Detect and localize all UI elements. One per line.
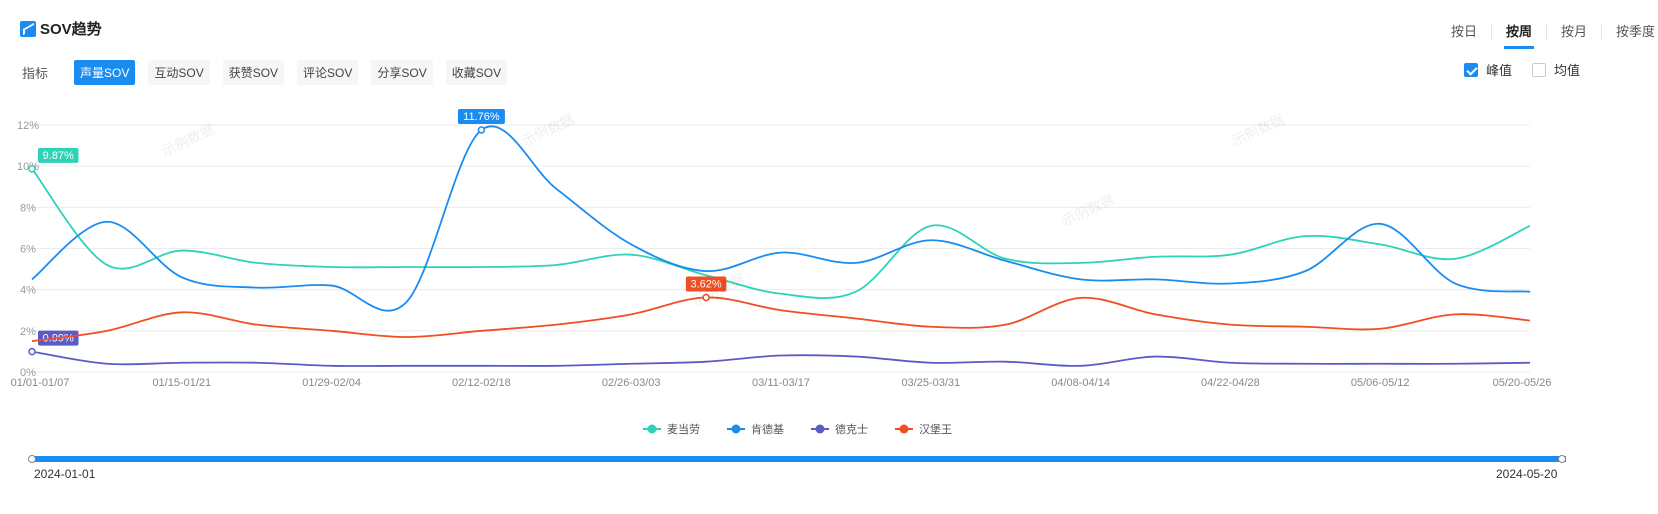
slider-end-date: 2024-05-20 bbox=[1496, 467, 1558, 481]
legend-label: 德克士 bbox=[835, 422, 868, 436]
chart-title: SOV趋势 bbox=[20, 18, 102, 39]
peak-label: 3.62% bbox=[690, 278, 721, 290]
x-tick-label: 01/15-01/21 bbox=[152, 377, 211, 389]
metric-likes-sov[interactable]: 获赞SOV bbox=[222, 60, 285, 85]
x-tick-label: 05/06-05/12 bbox=[1351, 377, 1410, 389]
peak-label: 9.87% bbox=[43, 150, 74, 162]
peak-label-bg bbox=[38, 147, 79, 163]
metric-favorites-sov[interactable]: 收藏SOV bbox=[445, 60, 508, 85]
metric-selector: 指标 声量SOV 互动SOV 获赞SOV 评论SOV 分享SOV 收藏SOV bbox=[22, 60, 520, 85]
metric-label: 指标 bbox=[22, 66, 49, 81]
date-range-slider[interactable] bbox=[32, 456, 1566, 462]
peak-point bbox=[28, 165, 36, 173]
trend-chart-icon bbox=[20, 20, 36, 37]
x-tick-label: 03/11-03/17 bbox=[752, 377, 810, 389]
x-tick-label: 01/29-02/04 bbox=[302, 377, 361, 389]
peak-checkbox[interactable] bbox=[1464, 62, 1478, 77]
metric-comments-sov[interactable]: 评论SOV bbox=[297, 60, 359, 85]
slider-start-handle[interactable] bbox=[28, 455, 36, 463]
tab-week[interactable]: 按周 bbox=[1492, 24, 1547, 49]
series-line-麦当劳 bbox=[31, 168, 1531, 300]
peak-point bbox=[477, 126, 486, 134]
peak-label: 峰值 bbox=[1486, 63, 1513, 78]
legend-marker bbox=[647, 424, 657, 434]
tab-day[interactable]: 按日 bbox=[1437, 24, 1492, 40]
y-tick-label: 12% bbox=[17, 120, 39, 132]
x-tick-label: 04/22-04/28 bbox=[1201, 377, 1260, 389]
y-tick-label: 0% bbox=[20, 367, 36, 379]
slider-start-date: 2024-01-01 bbox=[34, 467, 96, 481]
tab-quarter[interactable]: 按季度 bbox=[1602, 24, 1658, 40]
x-tick-label: 03/25-03/31 bbox=[901, 377, 960, 389]
display-toggles: 峰值 均值 bbox=[1464, 60, 1580, 79]
metric-shares-sov[interactable]: 分享SOV bbox=[371, 60, 433, 85]
legend-label: 肯德基 bbox=[751, 422, 784, 436]
average-checkbox[interactable] bbox=[1532, 62, 1547, 77]
legend-label: 麦当劳 bbox=[667, 422, 700, 436]
title-text: SOV趋势 bbox=[40, 21, 102, 38]
y-tick-label: 10% bbox=[17, 161, 39, 173]
x-tick-label: 02/12-02/18 bbox=[452, 377, 511, 389]
average-label: 均值 bbox=[1554, 63, 1581, 78]
y-tick-label: 2% bbox=[20, 326, 36, 338]
series-line-汉堡王 bbox=[31, 296, 1531, 343]
tab-month[interactable]: 按月 bbox=[1547, 24, 1602, 40]
legend-marker bbox=[731, 424, 741, 434]
metric-interaction-sov[interactable]: 互动SOV bbox=[148, 60, 210, 85]
period-tabs: 按日 按周 按月 按季度 bbox=[1437, 24, 1658, 49]
x-tick-label: 05/20-05/26 bbox=[1493, 377, 1552, 389]
series-line-肯德基 bbox=[31, 125, 1531, 312]
series-line-德克士 bbox=[31, 350, 1531, 367]
peak-label-bg bbox=[685, 276, 727, 292]
y-tick-label: 4% bbox=[20, 285, 36, 297]
peak-label: 11.76% bbox=[463, 111, 500, 123]
slider-end-handle[interactable] bbox=[1558, 455, 1566, 463]
metric-volume-sov[interactable]: 声量SOV bbox=[74, 60, 136, 85]
peak-label-bg bbox=[457, 108, 505, 124]
legend-marker bbox=[815, 424, 825, 434]
x-tick-label: 04/08-04/14 bbox=[1051, 377, 1110, 389]
peak-point bbox=[28, 347, 36, 356]
y-tick-label: 6% bbox=[20, 244, 36, 256]
x-tick-label: 01/01-01/07 bbox=[11, 377, 70, 389]
y-tick-label: 8% bbox=[20, 202, 36, 214]
legend-label: 汉堡王 bbox=[919, 422, 952, 436]
legend-marker bbox=[899, 424, 909, 434]
peak-point bbox=[702, 293, 710, 302]
x-tick-label: 02/26-03/03 bbox=[602, 377, 661, 389]
